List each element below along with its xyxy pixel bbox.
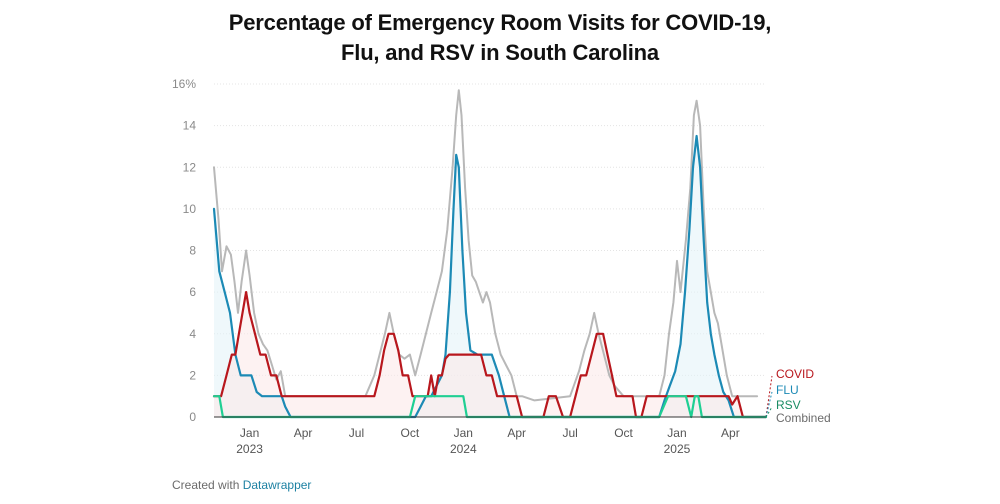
series-line-covid: [212, 291, 768, 419]
legend-leader-flu: [765, 391, 773, 418]
y-tick-label: 10: [183, 202, 197, 216]
y-tick-label: 16%: [172, 77, 196, 91]
series-line-flu: [212, 134, 768, 419]
series-line-rsv: [212, 395, 768, 419]
x-tick-label: Apr: [294, 426, 313, 440]
x-tick-year-label: 2024: [450, 442, 477, 456]
legend-leader-covid: [765, 375, 773, 418]
y-tick-label: 8: [189, 244, 196, 258]
x-tick-label: Apr: [721, 426, 740, 440]
chart-title-line2: Flu, and RSV in South Carolina: [341, 40, 659, 65]
x-tick-label: Jan: [667, 426, 686, 440]
legend-label-rsv: RSV: [776, 398, 801, 412]
legend-label-flu: FLU: [776, 383, 799, 397]
y-tick-label: 4: [189, 327, 196, 341]
legend-label-combined: Combined: [776, 411, 831, 425]
x-tick-year-label: 2025: [664, 442, 691, 456]
y-tick-label: 2: [189, 368, 196, 382]
y-tick-label: 12: [183, 160, 197, 174]
x-tick-label: Oct: [614, 426, 633, 440]
area-covid: [214, 292, 766, 417]
area-flu: [214, 136, 766, 417]
y-tick-label: 0: [189, 410, 196, 424]
y-tick-label: 6: [189, 285, 196, 299]
x-tick-label: Jul: [349, 426, 364, 440]
x-tick-label: Jan: [240, 426, 259, 440]
chart-title-line1: Percentage of Emergency Room Visits for …: [228, 10, 772, 35]
footer-credit: Created with Datawrapper: [172, 478, 311, 492]
x-tick-year-label: 2023: [236, 442, 263, 456]
chart-title: Percentage of Emergency Room Visits for …: [0, 8, 1000, 68]
footer-created-with: Created with: [172, 478, 240, 492]
x-tick-label: Oct: [401, 426, 420, 440]
datawrapper-link[interactable]: Datawrapper: [242, 478, 312, 492]
x-tick-label: Apr: [507, 426, 526, 440]
x-tick-label: Jul: [562, 426, 577, 440]
y-tick-label: 14: [183, 119, 197, 133]
legend-label-covid: COVID: [776, 367, 814, 381]
x-tick-label: Jan: [454, 426, 473, 440]
legend-leader-rsv: [765, 406, 773, 418]
